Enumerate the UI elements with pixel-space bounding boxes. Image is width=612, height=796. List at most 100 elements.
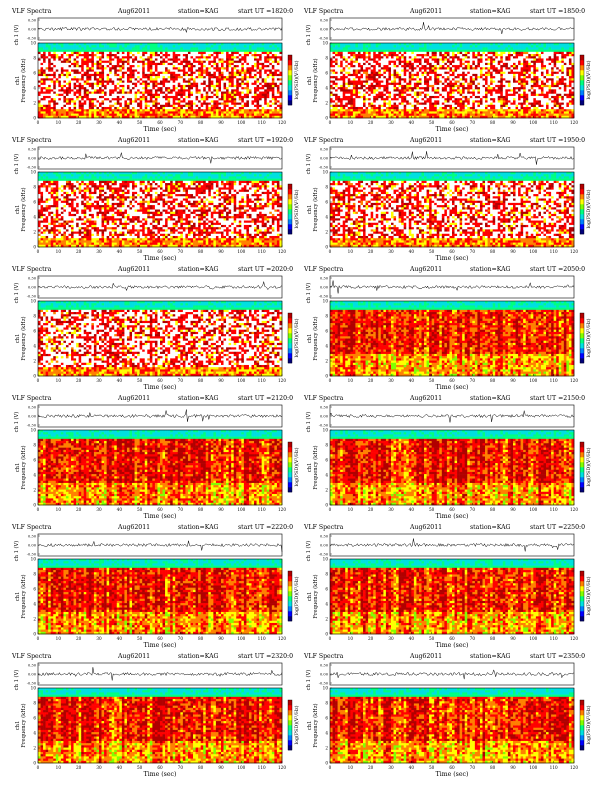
spectrogram-cell bbox=[81, 72, 84, 75]
spectrogram-cell bbox=[66, 114, 69, 117]
spectrogram-cell bbox=[38, 83, 41, 86]
spectrogram-cell bbox=[46, 61, 49, 64]
spectrogram-cell bbox=[102, 100, 105, 103]
spectrogram-cell bbox=[51, 65, 54, 68]
spectrogram-cell bbox=[63, 65, 66, 68]
spectrogram-cell bbox=[69, 81, 72, 84]
spectrogram-cell bbox=[48, 98, 51, 101]
spectrogram-cell bbox=[102, 50, 105, 53]
spectrogram-cell bbox=[81, 83, 84, 86]
spectrogram-cell bbox=[46, 103, 49, 106]
spectrogram-cell bbox=[91, 105, 94, 108]
spectrogram-cell bbox=[41, 111, 44, 114]
spectrogram-cell bbox=[53, 98, 56, 101]
spectrogram-cell bbox=[104, 67, 107, 70]
spectrogram-cell bbox=[46, 52, 49, 55]
spectrogram-cell bbox=[104, 114, 107, 117]
spectrogram-cell bbox=[119, 94, 122, 97]
spectrogram-cell bbox=[76, 89, 79, 92]
spectrogram-cell bbox=[117, 105, 120, 108]
spectrogram-cell bbox=[63, 89, 66, 92]
spectrogram-cell bbox=[48, 83, 51, 86]
spectrogram-cell bbox=[58, 107, 61, 110]
spectrogram-cell bbox=[114, 109, 117, 112]
spectrogram-cell bbox=[41, 100, 44, 103]
spectrogram-cell bbox=[66, 92, 69, 95]
spectrogram-cell bbox=[71, 74, 74, 77]
spectrogram-cell bbox=[43, 47, 46, 50]
spectrogram-cell bbox=[43, 43, 46, 46]
spectrogram-cell bbox=[96, 94, 99, 97]
spectrogram-cell bbox=[61, 87, 64, 90]
spectrogram-cell bbox=[112, 81, 115, 84]
waveform-tick-label: 0.00 bbox=[28, 28, 37, 32]
spectrogram-cell bbox=[38, 65, 41, 68]
spectrogram-cell bbox=[71, 105, 74, 108]
spectrogram-cell bbox=[74, 87, 77, 90]
spectrogram-cell bbox=[46, 63, 49, 66]
spectrogram-cell bbox=[81, 105, 84, 108]
spectrogram-cell bbox=[104, 50, 107, 53]
spectrogram-cell bbox=[91, 50, 94, 53]
spectrogram-cell bbox=[96, 100, 99, 103]
spectrogram-cell bbox=[119, 76, 122, 79]
spectrogram-cell bbox=[109, 69, 112, 72]
spectrogram-cell bbox=[107, 100, 110, 103]
spectrogram-cell bbox=[53, 85, 56, 88]
spectrogram-cell bbox=[86, 114, 89, 117]
spectrogram-cell bbox=[89, 114, 92, 117]
spectrogram-cell bbox=[86, 69, 89, 72]
spectrogram-cell bbox=[112, 50, 115, 53]
spectrogram-cell bbox=[63, 43, 66, 46]
spectrogram-cell bbox=[46, 92, 49, 95]
spectrogram-cell bbox=[51, 43, 54, 46]
spectrogram-cell bbox=[89, 94, 92, 97]
spectrogram-cell bbox=[112, 100, 115, 103]
panel-station: station=KAG bbox=[178, 8, 219, 15]
spectrogram-cell bbox=[109, 50, 112, 53]
spectrogram-cell bbox=[104, 63, 107, 66]
spectrogram-cell bbox=[117, 69, 120, 72]
spectrogram-cell bbox=[79, 114, 82, 117]
spectrogram-cell bbox=[56, 92, 59, 95]
spectrogram-cell bbox=[81, 50, 84, 53]
spectrogram-cell bbox=[74, 78, 77, 81]
spectrogram-cell bbox=[66, 94, 69, 97]
spectrogram-cell bbox=[56, 58, 59, 61]
spectrogram-cell bbox=[51, 111, 54, 114]
spectrogram-cell bbox=[69, 114, 72, 117]
spectrogram-cell bbox=[109, 67, 112, 70]
spectrogram-cell bbox=[69, 76, 72, 79]
spectrogram-cell bbox=[86, 89, 89, 92]
spectrogram-cell bbox=[94, 52, 97, 55]
spectrogram-cell bbox=[104, 56, 107, 59]
spectrogram-cell bbox=[94, 78, 97, 81]
spectrogram-cell bbox=[109, 100, 112, 103]
spectrogram-cell bbox=[69, 65, 72, 68]
spectrogram-cell bbox=[79, 67, 82, 70]
spectrogram-cell bbox=[107, 78, 110, 81]
spectrogram-cell bbox=[46, 87, 49, 90]
spectrogram-cell bbox=[81, 45, 84, 48]
spectrogram-cell bbox=[94, 74, 97, 77]
spectrogram-cell bbox=[58, 67, 61, 70]
spectrogram-cell bbox=[99, 52, 102, 55]
spectrogram-cell bbox=[102, 45, 105, 48]
spectrogram-cell bbox=[71, 98, 74, 101]
spectrogram-cell bbox=[38, 50, 41, 53]
spectrogram-cell bbox=[69, 43, 72, 46]
spectrogram-cell bbox=[43, 85, 46, 88]
spectrogram-cell bbox=[58, 83, 61, 86]
spectrogram-cell bbox=[43, 61, 46, 64]
spectrogram-cell bbox=[114, 52, 117, 55]
spectrogram-cell bbox=[107, 54, 110, 57]
spectrogram-cell bbox=[74, 96, 77, 99]
spectrogram-cell bbox=[56, 56, 59, 59]
spectrogram-cell bbox=[84, 78, 87, 81]
spectrogram-cell bbox=[104, 87, 107, 90]
spectrogram-cell bbox=[122, 58, 125, 61]
spectrogram-cell bbox=[84, 69, 87, 72]
spectrogram-cell bbox=[96, 85, 99, 88]
spectrogram-cell bbox=[114, 54, 117, 57]
spectrogram-cell bbox=[61, 85, 64, 88]
